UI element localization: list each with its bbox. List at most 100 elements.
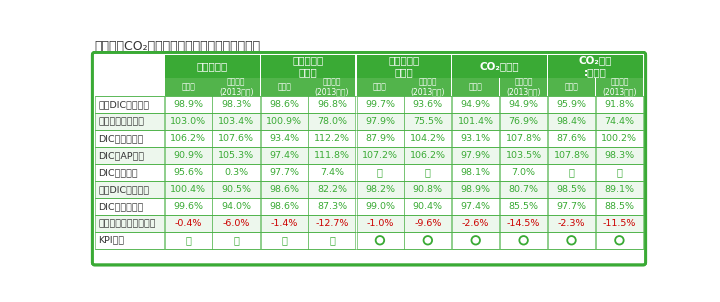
- Bar: [261, 232, 308, 249]
- Text: 107.2%: 107.2%: [362, 151, 398, 160]
- Text: DICグローバル: DICグローバル: [99, 202, 144, 211]
- Bar: [94, 181, 164, 198]
- Bar: [500, 215, 547, 232]
- Bar: [212, 198, 260, 215]
- Text: -0.4%: -0.4%: [175, 219, 202, 228]
- Bar: [356, 232, 404, 249]
- Text: 基準年比
(2013年比): 基準年比 (2013年比): [506, 77, 541, 97]
- Bar: [94, 113, 164, 130]
- Bar: [165, 232, 212, 249]
- Bar: [165, 164, 212, 181]
- Text: 90.8%: 90.8%: [413, 185, 443, 194]
- Text: 107.8%: 107.8%: [505, 134, 541, 143]
- Bar: [212, 232, 260, 249]
- Text: 89.1%: 89.1%: [604, 185, 634, 194]
- Bar: [548, 113, 595, 130]
- Bar: [261, 147, 308, 164]
- Text: 94.9%: 94.9%: [461, 100, 491, 109]
- Bar: [452, 113, 500, 130]
- Bar: [404, 198, 451, 215]
- Text: 87.3%: 87.3%: [317, 202, 347, 211]
- Bar: [452, 215, 500, 232]
- Text: -11.5%: -11.5%: [603, 219, 636, 228]
- Bar: [595, 232, 643, 249]
- Text: 111.8%: 111.8%: [314, 151, 350, 160]
- Text: 100.9%: 100.9%: [266, 117, 302, 126]
- Text: 95.9%: 95.9%: [557, 100, 587, 109]
- Bar: [452, 164, 500, 181]
- Text: 0.3%: 0.3%: [224, 168, 248, 177]
- Bar: [308, 232, 356, 249]
- Text: 前年比: 前年比: [277, 82, 291, 92]
- Bar: [308, 130, 356, 147]
- Bar: [261, 96, 308, 113]
- Bar: [308, 164, 356, 181]
- Bar: [261, 164, 308, 181]
- Bar: [212, 130, 260, 147]
- Text: エネルギー
使用量: エネルギー 使用量: [292, 56, 324, 77]
- Text: 90.9%: 90.9%: [174, 151, 203, 160]
- Text: 前年比: 前年比: [373, 82, 387, 92]
- Text: －: －: [329, 235, 335, 245]
- Bar: [452, 147, 500, 164]
- Text: -1.4%: -1.4%: [271, 219, 298, 228]
- Text: 7.4%: 7.4%: [320, 168, 344, 177]
- Bar: [452, 181, 500, 198]
- Bar: [404, 130, 451, 147]
- Bar: [500, 96, 547, 113]
- Text: -9.6%: -9.6%: [414, 219, 441, 228]
- Text: 基準年比
(2013年比): 基準年比 (2013年比): [219, 77, 253, 97]
- Bar: [595, 181, 643, 198]
- Text: 93.1%: 93.1%: [461, 134, 491, 143]
- Bar: [404, 96, 451, 113]
- Bar: [595, 96, 643, 113]
- Text: 101.4%: 101.4%: [458, 117, 494, 126]
- Bar: [548, 130, 595, 147]
- Bar: [308, 113, 356, 130]
- Bar: [165, 181, 212, 198]
- Bar: [500, 232, 547, 249]
- Bar: [94, 215, 164, 232]
- Text: 91.8%: 91.8%: [604, 100, 634, 109]
- Bar: [356, 96, 404, 113]
- Bar: [94, 232, 164, 249]
- Bar: [94, 198, 164, 215]
- Text: 海外DICグループ: 海外DICグループ: [99, 185, 150, 194]
- Text: 98.2%: 98.2%: [365, 185, 395, 194]
- Bar: [404, 215, 451, 232]
- Text: -2.3%: -2.3%: [558, 219, 585, 228]
- Text: DIC・中国地域: DIC・中国地域: [99, 134, 144, 143]
- Text: 98.9%: 98.9%: [461, 185, 491, 194]
- Text: 94.0%: 94.0%: [221, 202, 251, 211]
- Text: 94.9%: 94.9%: [508, 100, 539, 109]
- Bar: [165, 147, 212, 164]
- Text: 地域別のCO₂排出量実績（前年比と基準年比）: 地域別のCO₂排出量実績（前年比と基準年比）: [94, 40, 261, 53]
- Text: －: －: [282, 235, 287, 245]
- Text: 103.0%: 103.0%: [171, 117, 207, 126]
- Text: 104.2%: 104.2%: [410, 134, 446, 143]
- Bar: [595, 215, 643, 232]
- Bar: [595, 78, 643, 96]
- Text: -1.0%: -1.0%: [366, 219, 394, 228]
- Text: CO₂排出
:原単位: CO₂排出 :原単位: [579, 56, 612, 77]
- Bar: [308, 215, 356, 232]
- Text: 85.5%: 85.5%: [508, 202, 539, 211]
- Text: 97.7%: 97.7%: [269, 168, 299, 177]
- Bar: [212, 215, 260, 232]
- Text: 103.4%: 103.4%: [218, 117, 254, 126]
- Text: 98.3%: 98.3%: [221, 100, 251, 109]
- Bar: [404, 181, 451, 198]
- Bar: [212, 181, 260, 198]
- Bar: [404, 147, 451, 164]
- Bar: [94, 147, 164, 164]
- Bar: [165, 96, 212, 113]
- Text: KPI評価: KPI評価: [99, 236, 125, 245]
- Text: 107.6%: 107.6%: [218, 134, 254, 143]
- Text: 96.8%: 96.8%: [317, 100, 347, 109]
- Bar: [261, 113, 308, 130]
- Text: 前年比: 前年比: [181, 82, 195, 92]
- Bar: [548, 55, 643, 78]
- Text: DIC・その他: DIC・その他: [99, 168, 138, 177]
- Bar: [261, 181, 308, 198]
- Bar: [308, 78, 356, 96]
